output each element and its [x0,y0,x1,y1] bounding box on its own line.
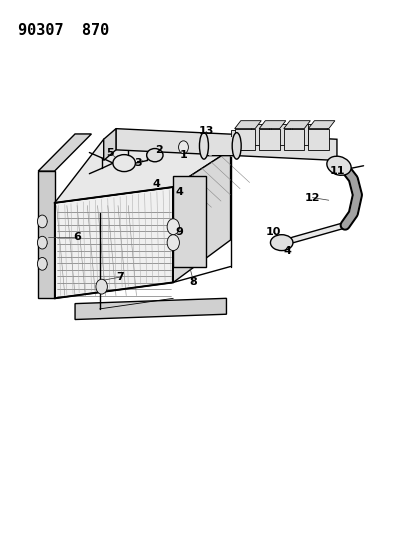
Ellipse shape [270,235,293,251]
Text: 9: 9 [176,227,183,237]
Text: 13: 13 [198,126,214,136]
Polygon shape [54,187,173,298]
Ellipse shape [113,155,136,172]
Bar [259,128,280,150]
Text: 4: 4 [153,179,161,189]
Bar [308,128,329,150]
Text: 8: 8 [190,277,198,287]
Circle shape [37,257,47,270]
Bar [284,128,304,150]
Polygon shape [259,120,286,128]
Ellipse shape [199,133,208,159]
FancyBboxPatch shape [272,124,290,144]
Text: 5: 5 [106,148,114,158]
Bar [235,128,255,150]
Circle shape [37,236,47,249]
Polygon shape [173,150,231,282]
Polygon shape [235,120,261,128]
Circle shape [167,235,179,251]
FancyBboxPatch shape [231,130,249,150]
Circle shape [167,219,179,235]
Circle shape [37,215,47,228]
Circle shape [96,279,108,294]
Ellipse shape [327,156,351,175]
Text: 2: 2 [155,145,163,155]
Text: 1: 1 [180,150,187,160]
Text: 11: 11 [329,166,345,176]
Bar [204,136,236,155]
Polygon shape [54,139,231,203]
Text: 6: 6 [73,232,81,243]
Text: 7: 7 [116,272,124,282]
Polygon shape [284,120,310,128]
Text: 90307  870: 90307 870 [18,22,109,38]
Polygon shape [38,134,91,171]
Polygon shape [116,128,337,160]
Polygon shape [38,171,54,298]
Circle shape [178,141,188,154]
Text: 10: 10 [266,227,281,237]
Text: 4: 4 [176,187,183,197]
Ellipse shape [147,149,163,162]
Bar [173,176,206,266]
Text: 3: 3 [135,158,142,168]
Text: 12: 12 [304,192,320,203]
Polygon shape [308,120,335,128]
Polygon shape [75,298,227,319]
Text: 4: 4 [284,246,292,256]
FancyBboxPatch shape [251,124,269,144]
FancyBboxPatch shape [292,124,310,144]
FancyBboxPatch shape [308,124,327,144]
Ellipse shape [232,133,241,159]
Polygon shape [104,128,116,160]
